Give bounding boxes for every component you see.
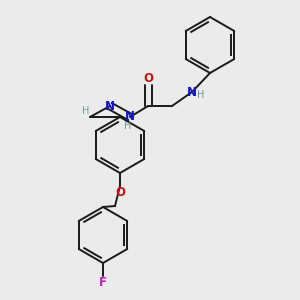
Text: N: N bbox=[105, 100, 115, 112]
Text: N: N bbox=[187, 85, 197, 98]
Text: H: H bbox=[124, 121, 132, 131]
Text: H: H bbox=[82, 106, 90, 116]
Text: O: O bbox=[143, 71, 153, 85]
Text: O: O bbox=[115, 187, 125, 200]
Text: F: F bbox=[99, 277, 107, 290]
Text: N: N bbox=[125, 110, 135, 124]
Text: H: H bbox=[197, 90, 205, 100]
